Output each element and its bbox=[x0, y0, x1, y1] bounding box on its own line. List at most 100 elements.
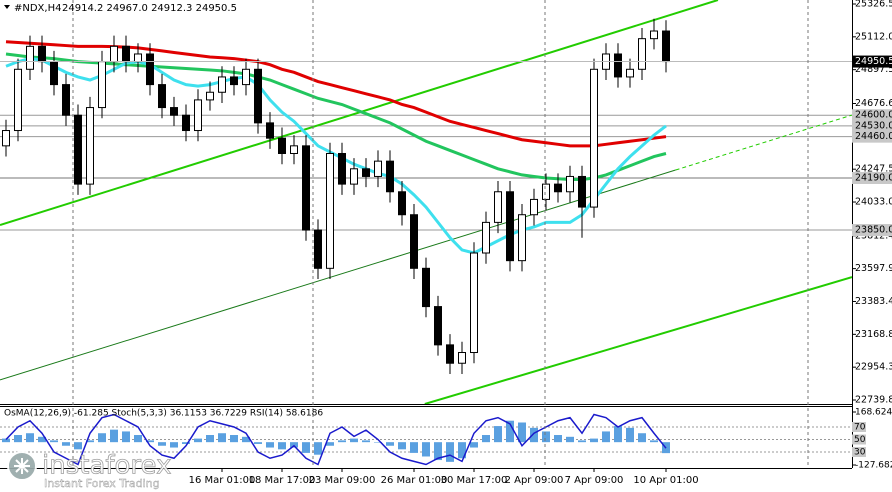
candle-body bbox=[38, 45, 46, 63]
candle-body bbox=[290, 145, 298, 154]
moving-average bbox=[5, 57, 667, 255]
osma-bar bbox=[362, 440, 370, 443]
osma-bar bbox=[326, 442, 334, 446]
osma-bar bbox=[530, 427, 538, 443]
level-label-box bbox=[852, 224, 892, 237]
plot-layer bbox=[0, 0, 852, 466]
level-label: 23850.0 bbox=[855, 225, 892, 236]
x-tick-label: 2 Apr 09:00 bbox=[505, 475, 564, 486]
candle-body bbox=[302, 145, 310, 231]
osma-bar bbox=[590, 438, 598, 443]
candle-body bbox=[338, 152, 346, 185]
candle-body bbox=[662, 30, 670, 63]
candle-body bbox=[578, 175, 586, 208]
level-label: 24190.0 bbox=[855, 172, 892, 183]
candle-body bbox=[566, 175, 574, 193]
osma-bar bbox=[410, 442, 418, 453]
y-tick-label: 22739.8 bbox=[855, 395, 892, 406]
osma-bar bbox=[374, 442, 382, 443]
osma-bar bbox=[614, 426, 622, 443]
candle-body bbox=[326, 152, 334, 269]
candle-body bbox=[398, 191, 406, 216]
osma-bar bbox=[566, 436, 574, 443]
brand: instaforex bbox=[42, 451, 171, 481]
level-label-box bbox=[852, 447, 866, 457]
osma-bar bbox=[62, 442, 70, 446]
candle-body bbox=[86, 107, 94, 185]
level-label-box bbox=[852, 130, 892, 143]
moving-average bbox=[5, 52, 667, 182]
trend-line bbox=[675, 114, 852, 171]
osma-bar bbox=[470, 442, 478, 448]
candle-body bbox=[194, 99, 202, 132]
osma-bar bbox=[482, 435, 490, 443]
osma-bar bbox=[170, 442, 178, 448]
current-price-box bbox=[852, 55, 892, 68]
y-tick-label: 25112.0 bbox=[855, 31, 892, 42]
logo-mark bbox=[14, 458, 30, 474]
osma-bar bbox=[194, 438, 202, 443]
current-price-label: 24950.5 bbox=[855, 56, 892, 67]
candle-body bbox=[50, 61, 58, 86]
osma-bar bbox=[398, 442, 406, 450]
candle-body bbox=[110, 45, 118, 63]
osma-bar bbox=[386, 442, 394, 446]
candle-body bbox=[386, 160, 394, 193]
candle-body bbox=[482, 221, 490, 254]
candle-body bbox=[2, 130, 10, 147]
oscillator-plot bbox=[0, 413, 852, 466]
osma-bar bbox=[218, 433, 226, 443]
menu-arrow[interactable] bbox=[4, 5, 10, 9]
y-tick-label: 23383.4 bbox=[855, 296, 892, 307]
tagline: Instant Forex Trading bbox=[44, 477, 160, 490]
osma-bar bbox=[122, 431, 130, 443]
indicator-title: OsMA(12,26,9) -61.285 Stoch(5,3,3) 36.11… bbox=[4, 409, 323, 419]
osma-bar bbox=[254, 442, 262, 444]
osma-bar bbox=[26, 433, 34, 443]
stochastic-line bbox=[5, 413, 667, 466]
ohlc-readout: 24914.2 24967.0 24912.3 24950.5 bbox=[62, 3, 237, 14]
osma-bar bbox=[338, 440, 346, 443]
watermark: instaforex Instant Forex Trading bbox=[7, 450, 172, 490]
candle-body bbox=[266, 122, 274, 139]
osma-bar bbox=[14, 435, 22, 443]
level-label: 24600.0 bbox=[855, 110, 892, 121]
y-tick-label: 22954.3 bbox=[855, 362, 892, 373]
candle-body bbox=[494, 191, 502, 223]
x-tick-label: 16 Mar 01:00 bbox=[189, 475, 256, 486]
osma-bar bbox=[434, 442, 442, 461]
candle-body bbox=[158, 84, 166, 109]
candle-body bbox=[62, 84, 70, 116]
osma-bar bbox=[518, 422, 526, 443]
x-tick-label: 7 Apr 09:00 bbox=[565, 475, 624, 486]
osma-bar bbox=[506, 420, 514, 443]
candle-body bbox=[134, 53, 142, 63]
candle-body bbox=[14, 68, 22, 132]
candle-body bbox=[146, 53, 154, 86]
candle-body bbox=[470, 252, 478, 354]
osma-bar bbox=[650, 440, 658, 443]
osma-bar bbox=[50, 440, 58, 443]
y-tick-label: 24033.0 bbox=[855, 197, 892, 208]
y2-tick-label: 50 bbox=[854, 435, 866, 445]
candle-body bbox=[350, 168, 358, 185]
candle-body bbox=[458, 352, 466, 364]
osma-bar bbox=[350, 438, 358, 443]
candle-body bbox=[530, 198, 538, 216]
candle-body bbox=[314, 229, 322, 269]
osma-bar bbox=[638, 433, 646, 443]
y-tick-label: 23597.9 bbox=[855, 263, 892, 274]
y2-tick-label: 70 bbox=[854, 423, 866, 433]
osma-bar bbox=[278, 442, 286, 450]
candle-body bbox=[506, 191, 514, 262]
osma-bar bbox=[554, 435, 562, 443]
osma-bar bbox=[230, 435, 238, 443]
candle-body bbox=[626, 68, 634, 78]
osma-bar bbox=[158, 442, 166, 446]
x-tick-label: 26 Mar 01:00 bbox=[381, 475, 448, 486]
x-tick-label: 18 Mar 17:00 bbox=[249, 475, 316, 486]
x-tick-label: 30 Mar 17:00 bbox=[441, 475, 508, 486]
level-label-box bbox=[852, 119, 892, 132]
